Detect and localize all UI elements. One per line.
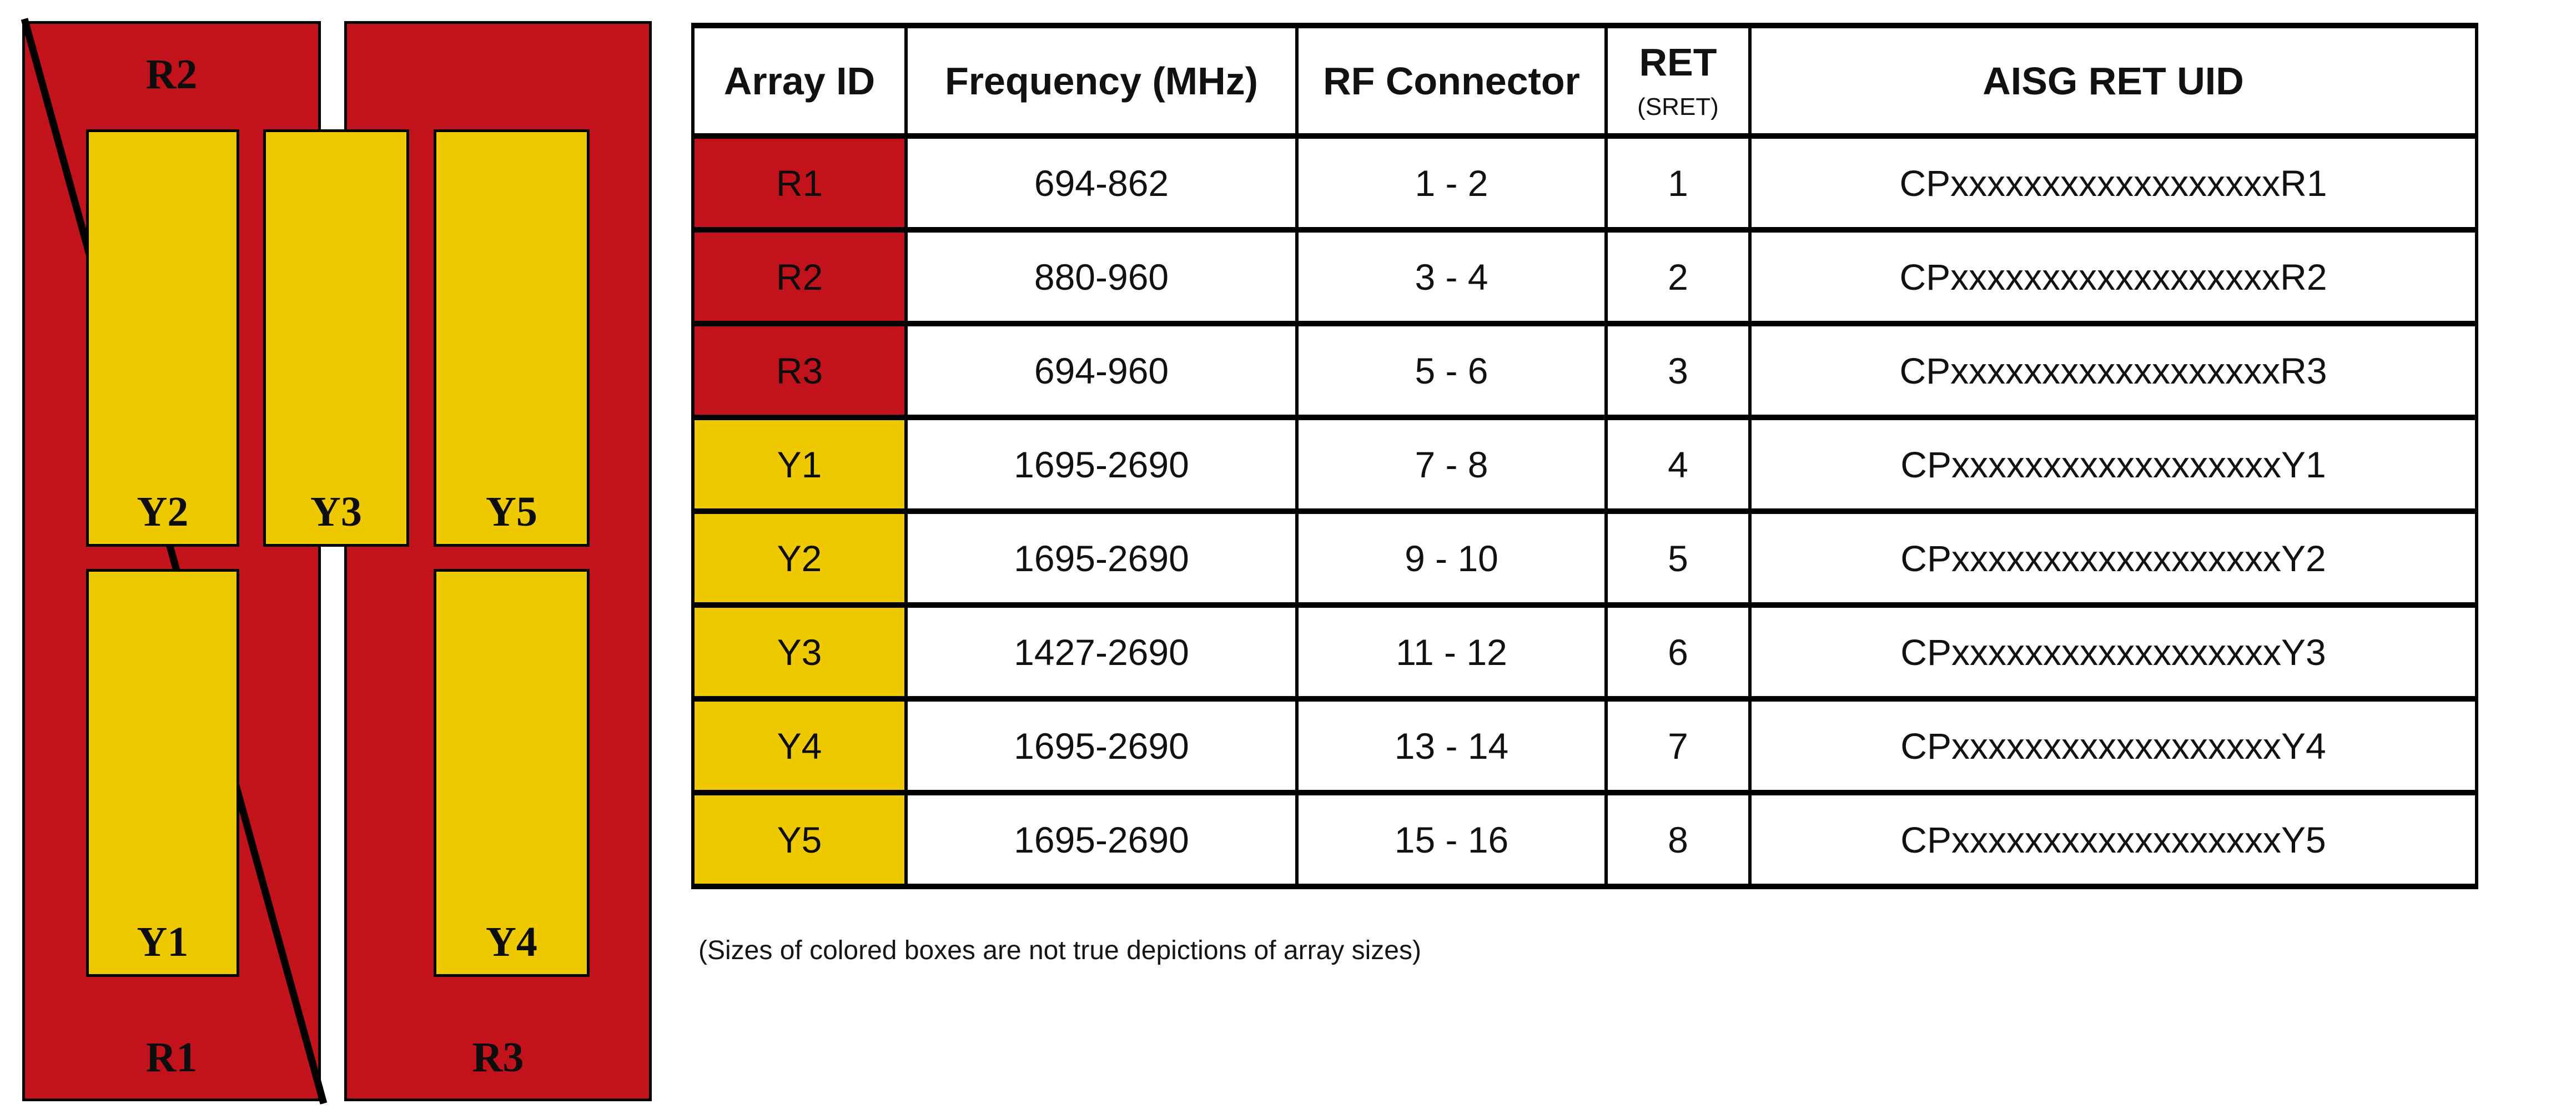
header-aisg-ret-uid: AISG RET UID [1748, 23, 2478, 139]
cell-frequency: 1695-2690 [904, 415, 1299, 514]
array-label-r2: R2 [145, 51, 198, 98]
cell-ret: 2 [1604, 227, 1752, 326]
cell-ret: 7 [1604, 696, 1752, 795]
cell-ret: 8 [1604, 790, 1752, 889]
cell-aisg-ret-uid: CPxxxxxxxxxxxxxxxxxxY3 [1748, 602, 2478, 702]
cell-rf-connector: 3 - 4 [1295, 227, 1608, 326]
cell-array-id: Y5 [691, 790, 908, 889]
diagonal-line-overlay [21, 18, 328, 1105]
array-label-r3: R3 [472, 1034, 524, 1081]
table-row: R1 694-862 1 - 2 1 CPxxxxxxxxxxxxxxxxxxR… [691, 133, 2478, 233]
table-row: Y4 1695-2690 13 - 14 7 CPxxxxxxxxxxxxxxx… [691, 696, 2478, 795]
array-label-y3: Y3 [310, 488, 362, 535]
table-row: R2 880-960 3 - 4 2 CPxxxxxxxxxxxxxxxxxxR… [691, 227, 2478, 326]
table-header-row: Array ID Frequency (MHz) RF Connector RE… [691, 23, 2478, 139]
cell-rf-connector: 13 - 14 [1295, 696, 1608, 795]
cell-array-id: R1 [691, 133, 908, 233]
cell-frequency: 1427-2690 [904, 602, 1299, 702]
cell-aisg-ret-uid: CPxxxxxxxxxxxxxxxxxxR1 [1748, 133, 2478, 233]
yellow-array-box-y4: Y4 [434, 569, 590, 977]
header-frequency: Frequency (MHz) [904, 23, 1299, 139]
cell-aisg-ret-uid: CPxxxxxxxxxxxxxxxxxxY4 [1748, 696, 2478, 795]
cell-frequency: 1695-2690 [904, 696, 1299, 795]
array-label-y1: Y1 [137, 919, 189, 965]
cell-array-id: Y3 [691, 602, 908, 702]
array-label-y2: Y2 [137, 488, 189, 535]
cell-rf-connector: 5 - 6 [1295, 321, 1608, 420]
footnote: (Sizes of colored boxes are not true dep… [698, 936, 1421, 965]
cell-frequency: 694-862 [904, 133, 1299, 233]
yellow-array-box-y2: Y2 [86, 129, 239, 547]
cell-array-id: Y1 [691, 415, 908, 514]
array-spec-table: Array ID Frequency (MHz) RF Connector RE… [691, 23, 2478, 889]
cell-rf-connector: 7 - 8 [1295, 415, 1608, 514]
cell-aisg-ret-uid: CPxxxxxxxxxxxxxxxxxxY2 [1748, 508, 2478, 608]
header-rf-connector: RF Connector [1295, 23, 1608, 139]
yellow-array-box-y3: Y3 [263, 129, 409, 547]
cell-ret: 1 [1604, 133, 1752, 233]
cell-array-id: R2 [691, 227, 908, 326]
cell-rf-connector: 15 - 16 [1295, 790, 1608, 889]
cell-array-id: Y2 [691, 508, 908, 608]
cell-rf-connector: 9 - 10 [1295, 508, 1608, 608]
table-row: Y1 1695-2690 7 - 8 4 CPxxxxxxxxxxxxxxxxx… [691, 415, 2478, 514]
header-ret: RET (SRET) [1604, 23, 1752, 139]
cell-frequency: 1695-2690 [904, 790, 1299, 889]
diagonal-line [21, 18, 328, 1105]
array-label-r1: R1 [145, 1034, 198, 1081]
yellow-array-box-y5: Y5 [434, 129, 590, 547]
yellow-array-box-y1: Y1 [86, 569, 239, 977]
cell-aisg-ret-uid: CPxxxxxxxxxxxxxxxxxxR3 [1748, 321, 2478, 420]
cell-aisg-ret-uid: CPxxxxxxxxxxxxxxxxxxY1 [1748, 415, 2478, 514]
array-label-y4: Y4 [486, 919, 537, 965]
table-row: Y3 1427-2690 11 - 12 6 CPxxxxxxxxxxxxxxx… [691, 602, 2478, 702]
cell-ret: 5 [1604, 508, 1752, 608]
cell-frequency: 1695-2690 [904, 508, 1299, 608]
cell-aisg-ret-uid: CPxxxxxxxxxxxxxxxxxxR2 [1748, 227, 2478, 326]
array-label-y5: Y5 [486, 488, 537, 535]
cell-aisg-ret-uid: CPxxxxxxxxxxxxxxxxxxY5 [1748, 790, 2478, 889]
header-ret-main: RET [1639, 40, 1717, 84]
cell-array-id: Y4 [691, 696, 908, 795]
antenna-array-diagram: Y2 Y3 Y5 Y1 Y4 R2 R1 R3 [21, 18, 652, 1105]
cell-ret: 3 [1604, 321, 1752, 420]
cell-frequency: 880-960 [904, 227, 1299, 326]
header-array-id: Array ID [691, 23, 908, 139]
table-row: R3 694-960 5 - 6 3 CPxxxxxxxxxxxxxxxxxxR… [691, 321, 2478, 420]
cell-ret: 6 [1604, 602, 1752, 702]
cell-ret: 4 [1604, 415, 1752, 514]
table-row: Y5 1695-2690 15 - 16 8 CPxxxxxxxxxxxxxxx… [691, 790, 2478, 889]
cell-rf-connector: 11 - 12 [1295, 602, 1608, 702]
cell-array-id: R3 [691, 321, 908, 420]
cell-frequency: 694-960 [904, 321, 1299, 420]
table-row: Y2 1695-2690 9 - 10 5 CPxxxxxxxxxxxxxxxx… [691, 508, 2478, 608]
cell-rf-connector: 1 - 2 [1295, 133, 1608, 233]
header-ret-sub: (SRET) [1637, 93, 1719, 120]
